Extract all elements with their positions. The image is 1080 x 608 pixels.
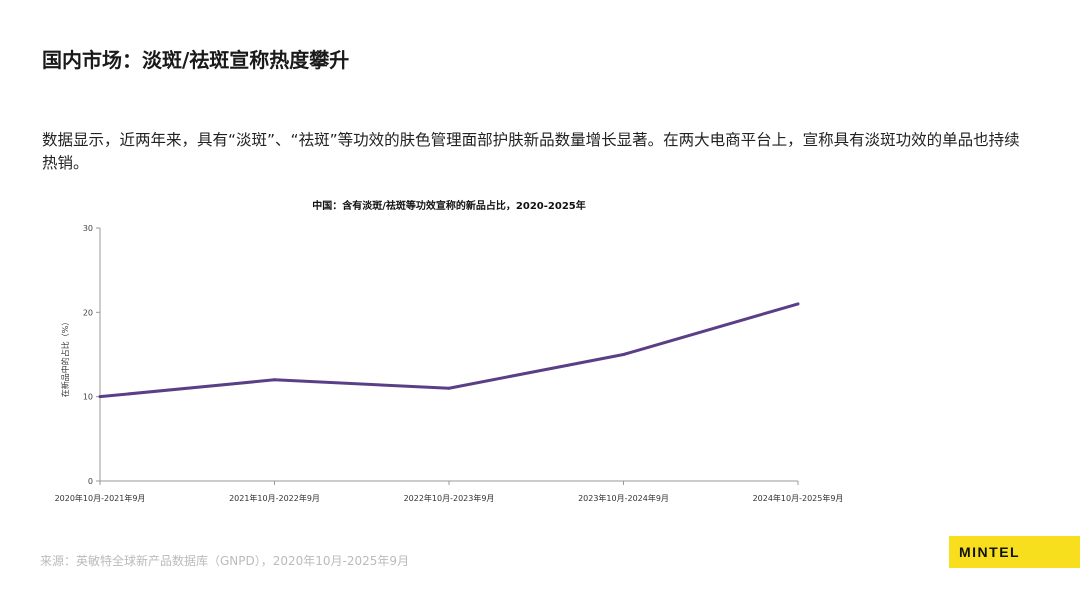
y-axis-label: 在新品中的占比（%） [60, 318, 70, 398]
source-note: 来源：英敏特全球新产品数据库（GNPD），2020年10月-2025年9月 [40, 554, 410, 568]
data-point [447, 386, 451, 390]
y-tick-label: 20 [83, 308, 93, 317]
x-tick-label: 2024年10月-2025年9月 [753, 493, 844, 503]
data-point [98, 395, 102, 399]
x-tick-label: 2022年10月-2023年9月 [404, 493, 495, 503]
logo-text: MINTEL [959, 544, 1021, 560]
body-text: 数据显示，近两年来，具有“淡斑”、“祛斑”等功效的肤色管理面部护肤新品数量增长显… [42, 131, 1020, 172]
data-point [796, 302, 800, 306]
y-tick-label: 0 [88, 477, 93, 486]
mintel-logo: MINTEL [949, 536, 1080, 568]
series-line [99, 302, 799, 399]
chart-title: 中国：含有淡斑/祛斑等功效宣称的新品占比，2020-2025年 [312, 199, 585, 212]
data-point [622, 353, 625, 356]
page-title: 国内市场：淡斑/祛斑宣称热度攀升 [42, 48, 350, 72]
line-chart: 中国：含有淡斑/祛斑等功效宣称的新品占比，2020-2025年 0 10 20 30 20… [55, 199, 844, 503]
y-tick-label: 30 [83, 224, 93, 233]
y-tick-label: 10 [83, 393, 93, 402]
x-tick-label: 2020年10月-2021年9月 [55, 493, 146, 503]
x-tick-label: 2021年10月-2022年9月 [229, 493, 320, 503]
data-point [273, 378, 276, 382]
x-tick-label: 2023年10月-2024年9月 [578, 493, 669, 503]
